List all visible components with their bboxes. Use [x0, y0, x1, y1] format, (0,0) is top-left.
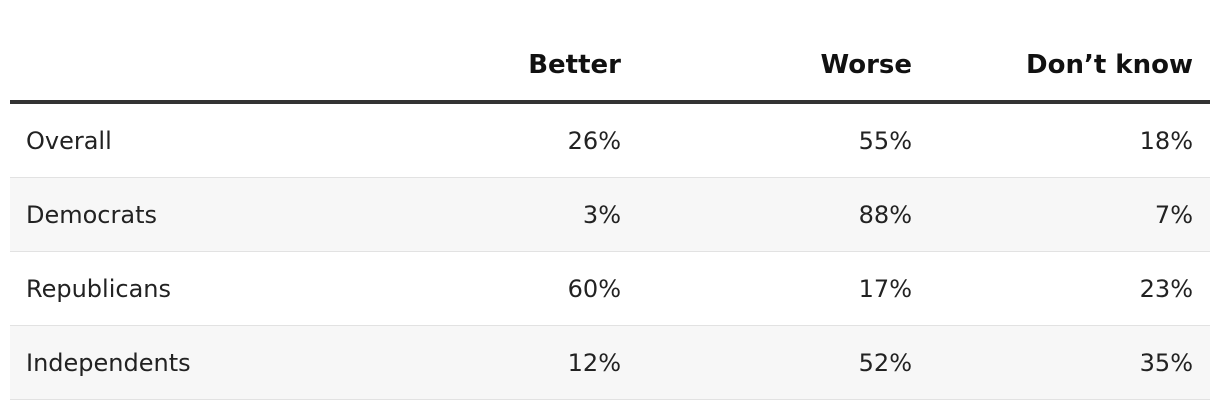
column-header: Better	[338, 30, 638, 104]
table-row: Independents 12% 52% 35%	[10, 325, 1210, 400]
row-label: Republicans	[10, 251, 338, 326]
cell-value: 3%	[338, 177, 638, 252]
header-cell	[10, 30, 338, 104]
header-row: Better Worse Don’t know	[10, 30, 1210, 104]
table-row: Republicans 60% 17% 23%	[10, 251, 1210, 326]
cell-value: 23%	[929, 251, 1210, 326]
cell-value: 88%	[638, 177, 929, 252]
table-row: Democrats 3% 88% 7%	[10, 177, 1210, 252]
table-row: Overall 26% 55% 18%	[10, 102, 1210, 178]
cell-value: 7%	[929, 177, 1210, 252]
row-label: Independents	[10, 325, 338, 400]
cell-value: 35%	[929, 325, 1210, 400]
cell-value: 26%	[338, 102, 638, 178]
cell-value: 52%	[638, 325, 929, 400]
column-header: Don’t know	[929, 30, 1210, 104]
results-table: Better Worse Don’t know Overall 26% 55% 18% De…	[10, 30, 1210, 400]
cell-value: 60%	[338, 251, 638, 326]
column-header: Worse	[638, 30, 929, 104]
row-label: Democrats	[10, 177, 338, 252]
cell-value: 55%	[638, 102, 929, 178]
cell-value: 18%	[929, 102, 1210, 178]
table-body: Overall 26% 55% 18% Democrats 3% 88% 7% Republic…	[10, 102, 1210, 400]
row-label: Overall	[10, 102, 338, 178]
cell-value: 17%	[638, 251, 929, 326]
cell-value: 12%	[338, 325, 638, 400]
